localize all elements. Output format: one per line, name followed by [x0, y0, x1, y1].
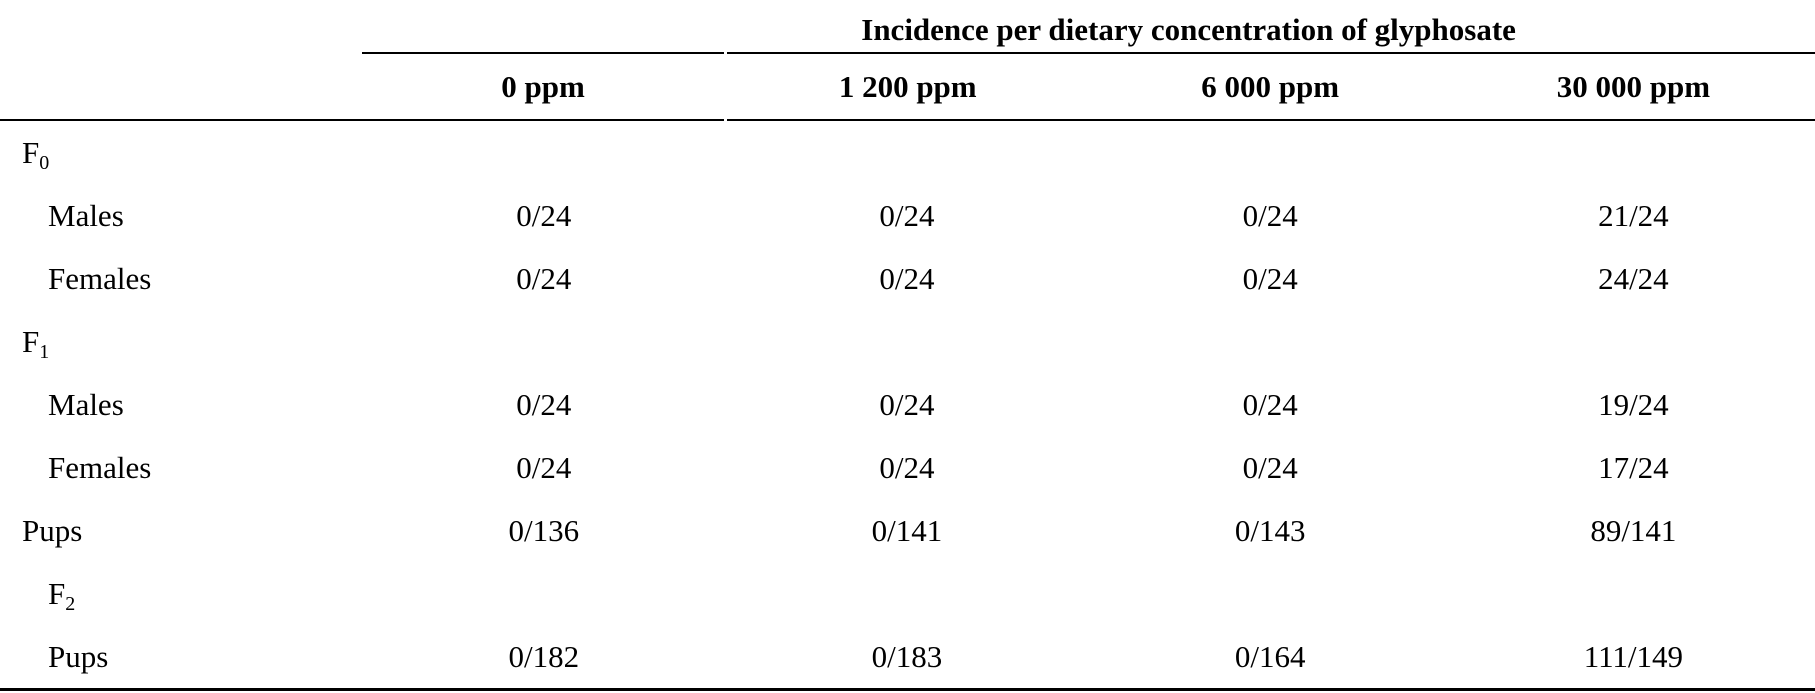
- table-cell: 0/24: [516, 386, 572, 422]
- table-row: Pups 0/182 0/183 0/164 111/149: [0, 625, 1815, 691]
- table-cell: 0/24: [879, 197, 935, 233]
- row-label: Females: [48, 449, 152, 485]
- table-cell: 0/182: [362, 625, 726, 691]
- table-row: Females 0/24 0/24 0/24 24/24: [0, 247, 1815, 310]
- table-cell: 19/24: [1598, 386, 1669, 422]
- table-row: F0: [0, 120, 1815, 184]
- table-cell: [1089, 310, 1452, 373]
- table-row: Males 0/24 0/24 0/24 19/24: [0, 373, 1815, 436]
- header-blank-cell: [0, 0, 362, 53]
- table-cell: 0/24: [516, 260, 572, 296]
- row-label-text: F: [22, 134, 40, 170]
- row-label: Pups: [22, 512, 83, 548]
- column-header-1200ppm: 1 200 ppm: [723, 52, 1089, 121]
- table-cell: [1089, 562, 1452, 625]
- row-label-subscript: 0: [39, 151, 50, 174]
- row-label: Males: [48, 386, 124, 422]
- spanning-header-row: Incidence per dietary concentration of g…: [0, 0, 1815, 53]
- table-row: F2: [0, 562, 1815, 625]
- table-cell: [1452, 120, 1815, 184]
- row-label: Males: [48, 197, 124, 233]
- table-row: F1: [0, 310, 1815, 373]
- table-cell: 89/141: [1590, 512, 1677, 548]
- table-cell: [362, 120, 725, 184]
- table-cell: 0/141: [871, 512, 943, 548]
- row-label-subscript: 1: [39, 340, 50, 363]
- row-label: F1: [0, 310, 362, 373]
- table-cell: 0/24: [1242, 260, 1298, 296]
- table-cell: 111/149: [1451, 625, 1815, 691]
- spanning-header: Incidence per dietary concentration of g…: [861, 12, 1516, 47]
- table-cell: [1089, 120, 1452, 184]
- table-cell: 0/24: [516, 197, 572, 233]
- table-row: Males 0/24 0/24 0/24 21/24: [0, 184, 1815, 247]
- table-row: Pups 0/136 0/141 0/143 89/141: [0, 499, 1815, 562]
- row-label-text: F: [48, 575, 66, 611]
- column-header-30000ppm: 30 000 ppm: [1451, 52, 1815, 121]
- table-cell: 0/183: [725, 625, 1089, 691]
- table-cell: 17/24: [1598, 449, 1669, 485]
- table-cell: 0/136: [508, 512, 580, 548]
- row-label-subscript: 2: [65, 592, 76, 615]
- table-row: Females 0/24 0/24 0/24 17/24: [0, 436, 1815, 499]
- table-cell: [362, 310, 725, 373]
- table-cell: 0/24: [879, 260, 935, 296]
- row-label: F2: [0, 562, 362, 625]
- column-header-row: 0 ppm 1 200 ppm 6 000 ppm 30 000 ppm: [0, 52, 1815, 121]
- row-label: F0: [0, 120, 362, 184]
- table-cell: 0/24: [879, 386, 935, 422]
- table-cell: 0/164: [1088, 625, 1452, 691]
- row-label: Pups: [0, 625, 363, 691]
- row-label: Females: [48, 260, 152, 296]
- table-cell: 0/24: [1242, 386, 1298, 422]
- table-cell: 0/24: [879, 449, 935, 485]
- column-header-0ppm: 0 ppm: [362, 52, 726, 121]
- table-cell: [1452, 562, 1815, 625]
- table-cell: 24/24: [1598, 260, 1669, 296]
- column-header-6000ppm: 6 000 ppm: [1088, 52, 1452, 121]
- table-cell: [1452, 310, 1815, 373]
- table-cell: 21/24: [1598, 197, 1669, 233]
- table-cell: [362, 562, 725, 625]
- column-header-blank: [0, 53, 363, 121]
- table-cell: 0/24: [516, 449, 572, 485]
- table-cell: [725, 310, 1088, 373]
- table-cell: [725, 120, 1088, 184]
- table-cell: 0/24: [1242, 449, 1298, 485]
- table-cell: [725, 562, 1088, 625]
- row-label-text: F: [22, 323, 40, 359]
- table-cell: 0/143: [1234, 512, 1306, 548]
- table-cell: 0/24: [1242, 197, 1298, 233]
